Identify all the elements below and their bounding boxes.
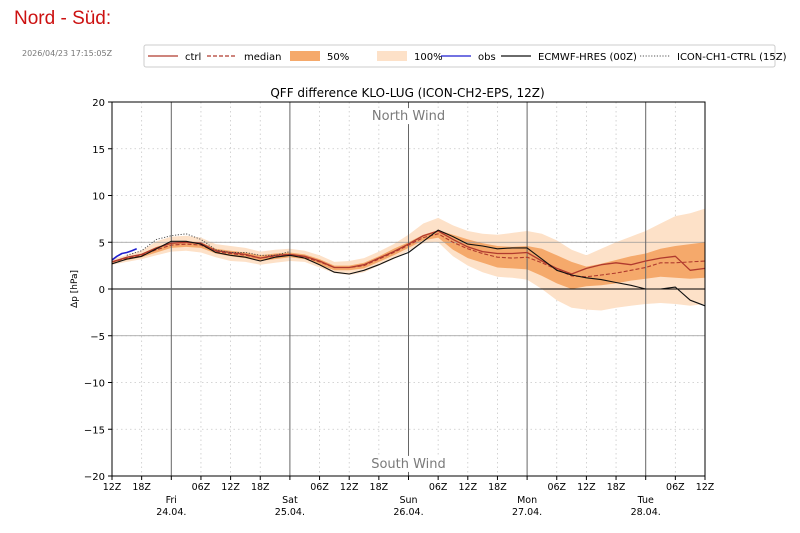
timestamp: 2026/04/23 17:15:05Z [22, 49, 113, 58]
x-tick-label: 06Z [192, 482, 211, 493]
chart-title: QFF difference KLO-LUG (ICON-CH2-EPS, 12… [270, 86, 544, 100]
x-day-label: Fri [166, 495, 177, 506]
x-date-label: 27.04. [512, 507, 542, 518]
annotation-bg [365, 108, 452, 125]
x-tick-label: 12Z [458, 482, 477, 493]
band-50-pct [112, 230, 705, 289]
x-date-label: 24.04. [156, 507, 186, 518]
x-tick-label: 06Z [547, 482, 566, 493]
annotation-north-wind: North Wind [372, 109, 445, 124]
x-date-label: 26.04. [393, 507, 423, 518]
series-ecmwf-hres-00z [111, 229, 706, 307]
x-tick-label: 12Z [577, 482, 596, 493]
x-day-label: Tue [637, 495, 654, 506]
series-obs [111, 248, 137, 261]
x-tick-label: 18Z [370, 482, 389, 493]
x-date-label: 28.04. [631, 507, 661, 518]
band-100-pct [112, 208, 705, 311]
page-title: Nord - Süd: [14, 8, 112, 29]
x-tick-label: 18Z [132, 482, 151, 493]
x-tick-label: 12Z [696, 482, 715, 493]
annotation-south-wind: South Wind [371, 457, 446, 472]
y-tick-label: 15 [92, 145, 105, 156]
y-tick-label: −20 [84, 472, 105, 483]
x-tick-label: 18Z [607, 482, 626, 493]
x-tick-label: 12Z [221, 482, 240, 493]
x-tick-label: 06Z [310, 482, 329, 493]
series-icon-ch1-ctrl-15z [126, 233, 291, 256]
x-tick-label: 12Z [103, 482, 122, 493]
x-tick-label: 06Z [666, 482, 685, 493]
y-tick-label: −5 [90, 332, 105, 343]
x-date-label: 25.04. [275, 507, 305, 518]
x-tick-label: 18Z [488, 482, 507, 493]
series-ctrl [111, 230, 706, 275]
annotation-bg [365, 455, 452, 472]
y-tick-label: 20 [92, 98, 105, 109]
y-tick-label: 0 [99, 285, 105, 296]
y-tick-label: −10 [84, 379, 105, 390]
y-tick-label: −15 [84, 425, 105, 436]
x-tick-label: 18Z [251, 482, 270, 493]
x-tick-label: 06Z [429, 482, 448, 493]
x-day-label: Sun [399, 495, 417, 506]
x-tick-label: 12Z [340, 482, 359, 493]
y-tick-label: 10 [92, 192, 105, 203]
y-tick-label: 5 [99, 238, 105, 249]
y-axis-label: Δp [hPa] [70, 270, 80, 308]
x-day-label: Mon [517, 495, 537, 506]
x-day-label: Sat [282, 495, 298, 506]
